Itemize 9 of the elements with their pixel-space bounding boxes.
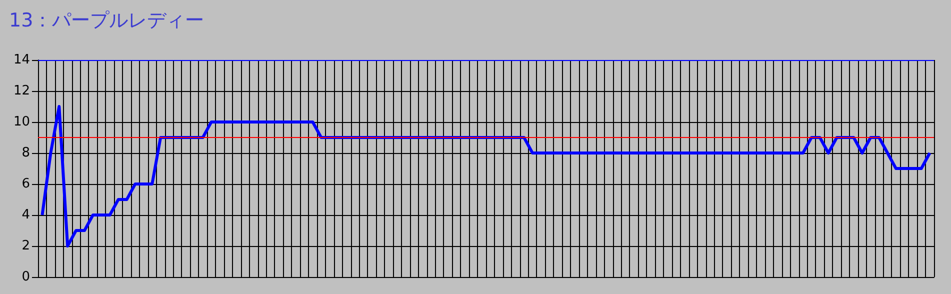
chart-title: 13：パープルレディー	[9, 10, 204, 32]
y-tick-label: 4	[22, 208, 30, 222]
y-tick-label: 0	[22, 270, 30, 284]
y-tick-label: 2	[22, 238, 30, 254]
y-tick-label: 6	[22, 176, 30, 192]
y-tick-label: 8	[22, 146, 30, 160]
y-tick-label: 12	[13, 84, 30, 98]
y-tick-label: 14	[13, 52, 30, 68]
y-tick-label: 10	[13, 114, 30, 130]
